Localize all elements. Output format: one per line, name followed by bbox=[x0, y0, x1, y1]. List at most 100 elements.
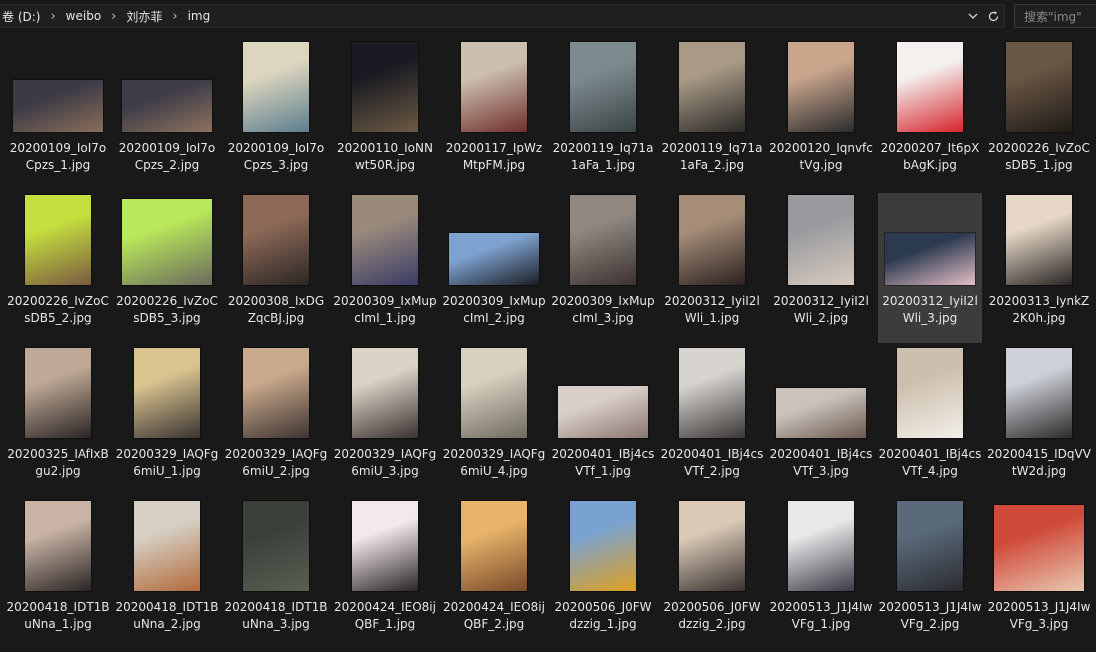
file-item[interactable]: 20200226_IvZoCsDB5_2.jpg bbox=[6, 193, 110, 343]
file-name: 20200424_IEO8ijQBF_2.jpg bbox=[443, 600, 545, 631]
thumbnail-frame bbox=[987, 193, 1091, 289]
thumbnail-frame bbox=[6, 40, 110, 136]
file-item[interactable]: 20200401_IBj4csVTf_4.jpg bbox=[878, 346, 982, 496]
image-thumbnail bbox=[461, 42, 527, 132]
thumbnail-frame bbox=[987, 499, 1091, 595]
image-thumbnail bbox=[788, 501, 854, 591]
file-item[interactable]: 20200506_J0FWdzzig_1.jpg bbox=[551, 499, 655, 649]
thumbnail-frame bbox=[6, 193, 110, 289]
file-name: 20200309_IxMupcImI_1.jpg bbox=[333, 294, 437, 325]
file-item[interactable]: 20200309_IxMupcImI_3.jpg bbox=[551, 193, 655, 343]
breadcrumb-weibo[interactable]: weibo bbox=[65, 9, 102, 23]
chevron-down-icon[interactable] bbox=[966, 9, 980, 23]
image-thumbnail bbox=[679, 195, 745, 285]
refresh-icon[interactable] bbox=[986, 9, 1000, 23]
file-item[interactable]: 20200312_IyiI2lWli_3.jpg bbox=[878, 193, 982, 343]
file-item[interactable]: 20200207_It6pXbAgK.jpg bbox=[878, 40, 982, 190]
thumbnail-frame bbox=[6, 499, 110, 595]
search-placeholder: 搜索"img" bbox=[1024, 9, 1082, 24]
file-grid: 20200109_IoI7oCpzs_1.jpg 20200109_IoI7oCp… bbox=[0, 32, 1096, 652]
image-thumbnail bbox=[25, 501, 91, 591]
image-thumbnail bbox=[25, 348, 91, 438]
file-name: 20200329_IAQFg6miU_4.jpg bbox=[442, 447, 546, 478]
thumbnail-frame bbox=[333, 499, 437, 595]
file-item[interactable]: 20200415_IDqVVtW2d.jpg bbox=[987, 346, 1091, 496]
image-thumbnail bbox=[243, 42, 309, 132]
thumbnail-frame bbox=[442, 40, 546, 136]
image-thumbnail bbox=[788, 195, 854, 285]
file-item[interactable]: 20200312_IyiI2lWli_2.jpg bbox=[769, 193, 873, 343]
image-thumbnail bbox=[570, 501, 636, 591]
image-thumbnail bbox=[558, 386, 648, 438]
image-thumbnail bbox=[897, 42, 963, 132]
thumbnail-frame bbox=[442, 346, 546, 442]
thumbnail-frame bbox=[115, 499, 219, 595]
file-item[interactable]: 20200401_IBj4csVTf_1.jpg bbox=[551, 346, 655, 496]
file-item[interactable]: 20200226_IvZoCsDB5_3.jpg bbox=[115, 193, 219, 343]
file-item[interactable]: 20200308_IxDGZqcBJ.jpg bbox=[224, 193, 328, 343]
breadcrumb-chevron-icon[interactable]: › bbox=[111, 8, 117, 24]
file-item[interactable]: 20200329_IAQFg6miU_2.jpg bbox=[224, 346, 328, 496]
file-name: 20200312_IyiI2lWli_1.jpg bbox=[664, 294, 760, 325]
file-item[interactable]: 20200424_IEO8ijQBF_2.jpg bbox=[442, 499, 546, 649]
file-item[interactable]: 20200329_IAQFg6miU_4.jpg bbox=[442, 346, 546, 496]
thumbnail-frame bbox=[878, 40, 982, 136]
thumbnail-frame bbox=[115, 193, 219, 289]
breadcrumb-chevron-icon[interactable]: › bbox=[172, 8, 178, 24]
image-thumbnail bbox=[1006, 42, 1072, 132]
file-item[interactable]: 20200119_Iq71a1aFa_1.jpg bbox=[551, 40, 655, 190]
thumbnail-frame bbox=[660, 193, 764, 289]
file-item[interactable]: 20200313_IynkZ2K0h.jpg bbox=[987, 193, 1091, 343]
file-item[interactable]: 20200424_IEO8ijQBF_1.jpg bbox=[333, 499, 437, 649]
thumbnail-frame bbox=[769, 499, 873, 595]
thumbnail-frame bbox=[769, 193, 873, 289]
file-item[interactable]: 20200109_IoI7oCpzs_3.jpg bbox=[224, 40, 328, 190]
file-item[interactable]: 20200513_J1J4IwVFg_3.jpg bbox=[987, 499, 1091, 649]
file-item[interactable]: 20200110_IoNNwt50R.jpg bbox=[333, 40, 437, 190]
file-name: 20200109_IoI7oCpzs_3.jpg bbox=[227, 141, 325, 172]
file-item[interactable]: 20200109_IoI7oCpzs_2.jpg bbox=[115, 40, 219, 190]
file-item[interactable]: 20200120_IqnvfctVg.jpg bbox=[769, 40, 873, 190]
breadcrumb-img[interactable]: img bbox=[187, 9, 211, 23]
file-name: 20200415_IDqVVtW2d.jpg bbox=[987, 447, 1091, 478]
breadcrumb-folder[interactable]: 刘亦菲 bbox=[126, 9, 163, 24]
file-item[interactable]: 20200401_IBj4csVTf_3.jpg bbox=[769, 346, 873, 496]
image-thumbnail bbox=[352, 195, 418, 285]
file-name: 20200308_IxDGZqcBJ.jpg bbox=[227, 294, 325, 325]
file-item[interactable]: 20200506_J0FWdzzig_2.jpg bbox=[660, 499, 764, 649]
file-item[interactable]: 20200117_IpWzMtpFM.jpg bbox=[442, 40, 546, 190]
image-thumbnail bbox=[994, 505, 1084, 591]
thumbnail-frame bbox=[333, 193, 437, 289]
file-item[interactable]: 20200109_IoI7oCpzs_1.jpg bbox=[6, 40, 110, 190]
image-thumbnail bbox=[352, 348, 418, 438]
file-item[interactable]: 20200418_IDT1BuNna_3.jpg bbox=[224, 499, 328, 649]
file-name: 20200312_IyiI2lWli_3.jpg bbox=[882, 294, 978, 325]
file-name: 20200109_IoI7oCpzs_1.jpg bbox=[9, 141, 107, 172]
file-name: 20200506_J0FWdzzig_2.jpg bbox=[663, 600, 761, 631]
file-name: 20200329_IAQFg6miU_1.jpg bbox=[115, 447, 219, 478]
image-thumbnail bbox=[679, 501, 745, 591]
file-item[interactable]: 20200312_IyiI2lWli_1.jpg bbox=[660, 193, 764, 343]
file-name: 20200309_IxMupcImI_2.jpg bbox=[442, 294, 546, 325]
file-item[interactable]: 20200418_IDT1BuNna_1.jpg bbox=[6, 499, 110, 649]
file-item[interactable]: 20200513_J1J4IwVFg_1.jpg bbox=[769, 499, 873, 649]
file-item[interactable]: 20200325_IAfIxBgu2.jpg bbox=[6, 346, 110, 496]
file-item[interactable]: 20200401_IBj4csVTf_2.jpg bbox=[660, 346, 764, 496]
file-item[interactable]: 20200309_IxMupcImI_2.jpg bbox=[442, 193, 546, 343]
file-item[interactable]: 20200226_IvZoCsDB5_1.jpg bbox=[987, 40, 1091, 190]
file-item[interactable]: 20200329_IAQFg6miU_1.jpg bbox=[115, 346, 219, 496]
address-bar[interactable]: 卷 (D:) › weibo › 刘亦菲 › img bbox=[0, 4, 1005, 28]
file-name: 20200120_IqnvfctVg.jpg bbox=[769, 141, 873, 172]
image-thumbnail bbox=[134, 348, 200, 438]
file-item[interactable]: 20200119_Iq71a1aFa_2.jpg bbox=[660, 40, 764, 190]
breadcrumb-drive[interactable]: 卷 (D:) bbox=[2, 9, 41, 24]
file-item[interactable]: 20200418_IDT1BuNna_2.jpg bbox=[115, 499, 219, 649]
search-input[interactable]: 搜索"img" bbox=[1014, 4, 1096, 28]
file-item[interactable]: 20200329_IAQFg6miU_3.jpg bbox=[333, 346, 437, 496]
image-thumbnail bbox=[461, 348, 527, 438]
thumbnail-frame bbox=[551, 346, 655, 442]
thumbnail-frame bbox=[551, 40, 655, 136]
file-item[interactable]: 20200309_IxMupcImI_1.jpg bbox=[333, 193, 437, 343]
file-item[interactable]: 20200513_J1J4IwVFg_2.jpg bbox=[878, 499, 982, 649]
breadcrumb-chevron-icon[interactable]: › bbox=[50, 8, 56, 24]
